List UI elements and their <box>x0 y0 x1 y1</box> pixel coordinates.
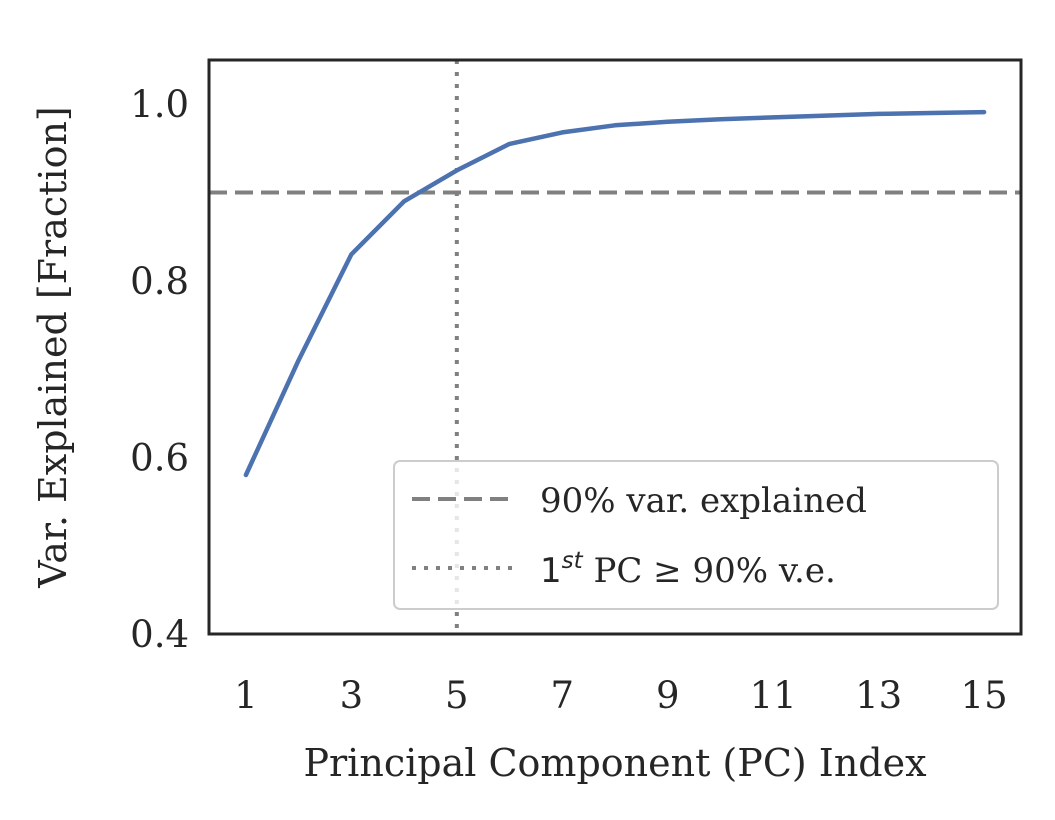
legend-frame <box>393 460 999 610</box>
x-tick-label: 15 <box>961 674 1008 717</box>
legend-label-first-pc-text: PC ≥ 90% v.e. <box>583 551 836 591</box>
series-line-0 <box>243 109 987 478</box>
x-tick-label: 13 <box>855 674 902 717</box>
legend-label-first-pc-superscript: st <box>562 548 584 574</box>
y-tick-label: 1.0 <box>130 83 189 126</box>
x-tick-label: 5 <box>445 674 469 717</box>
x-axis-label: Principal Component (PC) Index <box>303 741 926 785</box>
y-tick-label: 0.8 <box>130 260 189 303</box>
x-tick-label: 3 <box>340 674 364 717</box>
legend-label-first-pc-number: 1 <box>540 551 562 591</box>
plot-area <box>209 60 1021 634</box>
legend-label-first-pc: 1st PC ≥ 90% v.e. <box>540 548 836 591</box>
y-axis-ticks: 0.4 0.6 0.8 1.0 <box>130 83 189 656</box>
x-tick-label: 11 <box>750 674 797 717</box>
axes-frame <box>207 58 1023 636</box>
y-tick-label: 0.6 <box>130 436 189 479</box>
legend-label-90-percent: 90% var. explained <box>540 481 867 521</box>
x-axis-ticks: 1 3 5 7 9 11 13 15 <box>234 674 1008 717</box>
legend: 90% var. explained 1st PC ≥ 90% v.e. <box>393 460 999 610</box>
x-tick-label: 7 <box>550 674 574 717</box>
x-tick-label: 1 <box>234 674 258 717</box>
y-axis-label: Var. Explained [Fraction] <box>31 106 75 588</box>
y-tick-label: 0.4 <box>130 613 189 656</box>
x-tick-label: 9 <box>656 674 680 717</box>
